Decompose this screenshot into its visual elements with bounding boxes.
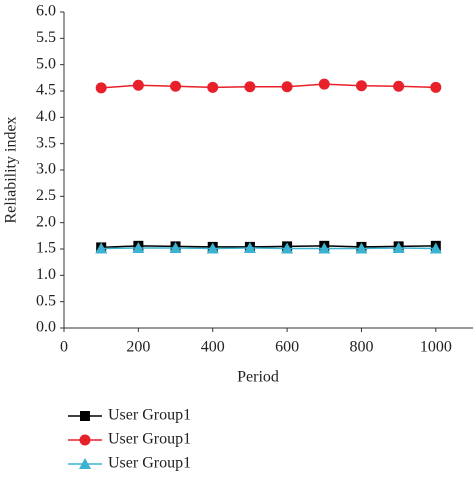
data-point bbox=[170, 80, 182, 92]
legend-label: User Group1 bbox=[108, 407, 191, 424]
data-point bbox=[244, 81, 256, 93]
series-line bbox=[101, 247, 436, 250]
x-tick-label: 1000 bbox=[420, 339, 452, 356]
legend-marker bbox=[79, 458, 91, 469]
data-point bbox=[206, 242, 219, 254]
x-tick-label: 800 bbox=[349, 339, 373, 356]
x-tick-label: 200 bbox=[126, 339, 150, 356]
y-tick-label: 6.0 bbox=[36, 3, 56, 20]
data-point bbox=[392, 241, 405, 253]
data-point bbox=[318, 242, 331, 254]
data-point bbox=[95, 242, 108, 254]
x-tick-label: 400 bbox=[201, 339, 225, 356]
y-tick-label: 0.5 bbox=[36, 292, 56, 309]
legend-marker bbox=[79, 434, 91, 446]
data-point bbox=[429, 242, 442, 254]
y-tick-label: 3.0 bbox=[36, 161, 56, 178]
data-point bbox=[393, 80, 405, 92]
x-axis-label: Period bbox=[237, 369, 279, 386]
data-point bbox=[281, 242, 294, 254]
legend-marker bbox=[80, 411, 90, 421]
series-line bbox=[101, 83, 436, 89]
data-point bbox=[243, 241, 256, 253]
y-tick-label: 5.0 bbox=[36, 55, 56, 72]
x-tick-label: 0 bbox=[60, 339, 68, 356]
data-point bbox=[132, 79, 144, 91]
y-tick-label: 4.5 bbox=[36, 82, 56, 99]
y-tick-label: 0.0 bbox=[36, 319, 56, 336]
data-point bbox=[132, 241, 145, 253]
data-point bbox=[169, 241, 182, 253]
data-point bbox=[355, 80, 367, 92]
data-point bbox=[95, 82, 107, 94]
y-tick-label: 4.0 bbox=[36, 108, 56, 125]
data-point bbox=[355, 242, 368, 254]
data-point bbox=[318, 78, 330, 90]
data-point bbox=[207, 81, 219, 93]
y-tick-label: 1.5 bbox=[36, 240, 56, 257]
series-line bbox=[101, 245, 436, 249]
legend-label: User Group1 bbox=[108, 431, 191, 448]
x-tick-label: 600 bbox=[275, 339, 299, 356]
legend-label: User Group1 bbox=[108, 455, 191, 472]
y-tick-label: 2.0 bbox=[36, 213, 56, 230]
y-tick-label: 1.0 bbox=[36, 266, 56, 283]
data-point bbox=[430, 81, 442, 93]
y-axis-label: Reliability index bbox=[3, 116, 20, 223]
y-tick-label: 5.5 bbox=[36, 29, 56, 46]
y-tick-label: 2.5 bbox=[36, 187, 56, 204]
data-point bbox=[281, 81, 293, 93]
y-tick-label: 3.5 bbox=[36, 134, 56, 151]
